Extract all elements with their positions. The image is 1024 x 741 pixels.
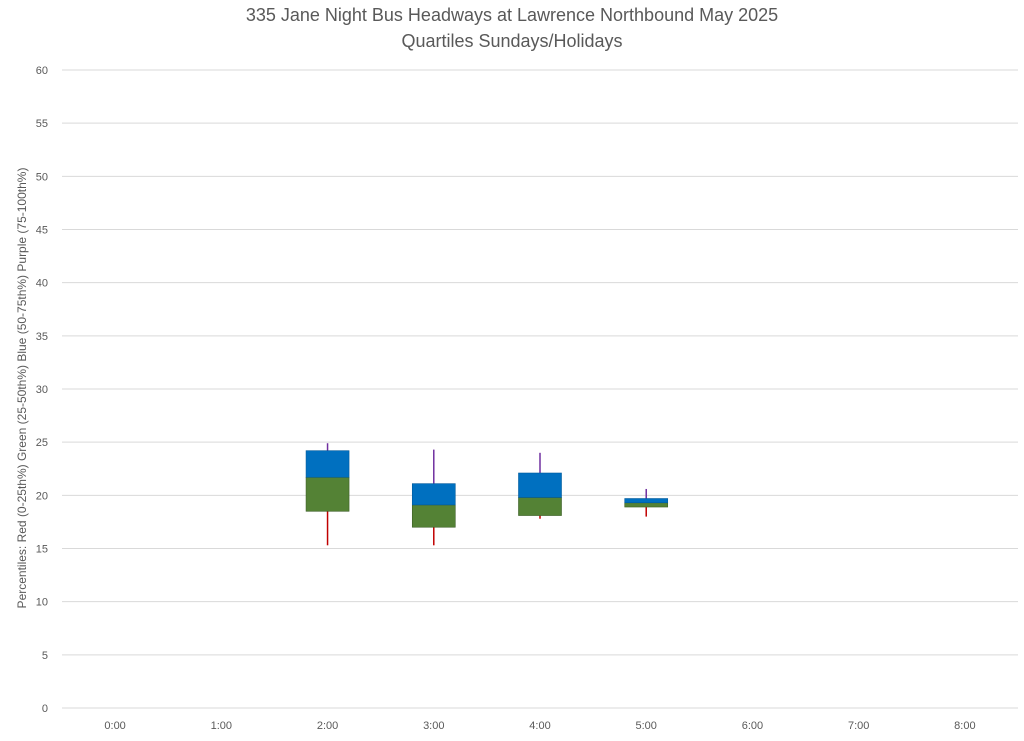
y-axis-label: Percentiles: Red (0-25th%) Green (25-50t…	[15, 168, 29, 609]
y-tick-label: 5	[42, 650, 48, 662]
box-200	[305, 443, 350, 546]
y-tick-label: 25	[36, 437, 48, 449]
y-tick-label: 45	[36, 225, 48, 237]
x-tick-label: 5:00	[636, 720, 657, 732]
y-tick-label: 20	[36, 490, 48, 502]
box-400	[518, 452, 562, 519]
upper-box	[411, 483, 456, 506]
plot-area	[305, 443, 669, 546]
y-tick-label: 35	[36, 331, 48, 343]
lower-box	[624, 502, 669, 508]
x-axis-ticks: 0:00 1:00 2:00 3:00 4:00 5:00 6:00 7:00 8:00	[104, 720, 975, 732]
chart-title: 335 Jane Night Bus Headways at Lawrence …	[245, 5, 779, 25]
y-axis-ticks: 0 5 10 15 20 25 30 35 40 45 50 55 60	[36, 65, 48, 715]
x-tick-label: 0:00	[104, 720, 125, 732]
upper-box	[305, 450, 350, 478]
upper-box	[624, 498, 669, 504]
chart-subtitle: Quartiles Sundays/Holidays	[401, 31, 623, 51]
box-500	[624, 488, 669, 517]
x-tick-label: 8:00	[954, 720, 975, 732]
y-tick-label: 60	[36, 65, 48, 77]
box-300	[411, 449, 456, 546]
y-tick-label: 40	[36, 278, 48, 290]
x-tick-label: 2:00	[317, 720, 338, 732]
lower-box	[305, 476, 350, 512]
lower-box	[518, 497, 562, 516]
y-tick-label: 10	[36, 597, 48, 609]
y-tick-label: 30	[36, 384, 48, 396]
x-tick-label: 1:00	[211, 720, 232, 732]
gridlines	[62, 69, 1018, 709]
x-tick-label: 7:00	[848, 720, 869, 732]
upper-box	[518, 472, 562, 498]
x-tick-label: 6:00	[742, 720, 763, 732]
y-tick-label: 0	[42, 703, 48, 715]
lower-box	[411, 504, 456, 528]
y-tick-label: 55	[36, 118, 48, 130]
x-tick-label: 3:00	[423, 720, 444, 732]
x-tick-label: 4:00	[529, 720, 550, 732]
y-tick-label: 15	[36, 544, 48, 556]
y-tick-label: 50	[36, 171, 48, 183]
